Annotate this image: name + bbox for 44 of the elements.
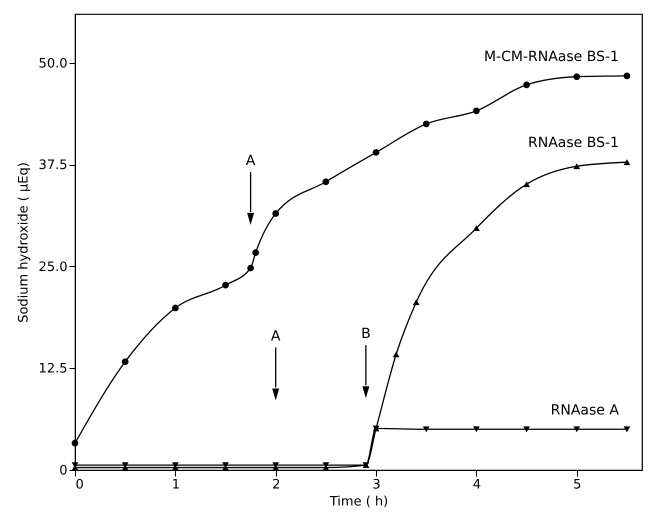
annotation: B <box>361 326 371 342</box>
point <box>624 426 630 432</box>
point <box>573 426 580 432</box>
y-axis-title: Sodium hydroxide ( μEq) <box>16 162 32 323</box>
point <box>573 163 580 170</box>
point <box>473 225 480 232</box>
point <box>272 210 280 217</box>
x-tick-label: 1 <box>172 478 180 492</box>
series-label: RNAase A <box>550 402 620 418</box>
point <box>172 304 179 312</box>
series-label: M-CM-RNAase BS-1 <box>484 48 619 65</box>
series-label: RNAase BS-1 <box>528 135 619 152</box>
point <box>473 108 480 114</box>
y-tick-label: 12.5 <box>38 362 68 377</box>
point <box>422 120 430 128</box>
x-axis-title: Time ( h) <box>328 494 388 510</box>
point <box>247 264 254 272</box>
x-tick-label: 4 <box>472 478 482 492</box>
x-tick-label: 5 <box>573 478 582 492</box>
annotation: A <box>246 152 256 169</box>
point <box>372 149 380 156</box>
point <box>573 73 580 80</box>
point <box>523 181 530 188</box>
point <box>252 249 259 256</box>
point <box>72 440 78 446</box>
y-tick-label: 37.5 <box>38 158 68 174</box>
x-tick-label: 0 <box>76 478 84 492</box>
y-tick-label: 50.0 <box>38 56 68 72</box>
point <box>473 426 480 432</box>
y-tick-label: 25.0 <box>38 260 68 275</box>
point <box>412 299 420 306</box>
point <box>523 426 530 432</box>
point <box>624 72 630 80</box>
y-tick-label: 0 <box>59 464 68 478</box>
point <box>322 178 330 186</box>
x-tick-label: 2 <box>272 478 280 492</box>
point <box>222 282 229 289</box>
point <box>422 426 430 432</box>
point <box>624 159 630 166</box>
point <box>392 351 400 358</box>
point <box>523 81 530 88</box>
point <box>122 358 129 366</box>
x-tick-label: 3 <box>372 478 381 492</box>
annotation: A <box>270 328 281 344</box>
